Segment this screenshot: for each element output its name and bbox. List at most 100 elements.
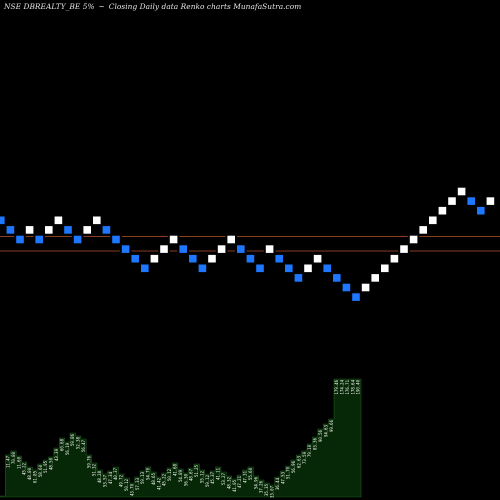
volume-value-label: 56.30 [183, 473, 188, 486]
volume-value-label: 41.42 [156, 477, 161, 490]
volume-value-label: 79.10 [307, 444, 312, 457]
volume-value-label: 48.50 [49, 457, 54, 470]
volume-value-label: 11.47 [5, 455, 10, 468]
renko-brick-down [119, 243, 132, 255]
volume-value-label: 59.86 [70, 433, 75, 446]
renko-brick-down [14, 233, 26, 246]
description-label: Closing Daily data Renko charts MunafaSu… [108, 2, 302, 11]
volume-value-label: 35.35 [264, 483, 269, 496]
renko-brick-up [43, 224, 55, 236]
volume-value-label: 43.39 [54, 448, 59, 461]
volume-value-label: 41.68 [173, 463, 178, 476]
renko-brick-down [110, 233, 122, 246]
renko-brick-down [273, 252, 285, 265]
volume-value-label: 179.46 [334, 379, 339, 394]
volume-value-label: 51.70 [286, 466, 291, 479]
renko-brick-down [475, 204, 487, 217]
renko-brick-down [129, 252, 141, 265]
renko-brick-up [52, 214, 65, 227]
volume-value-label: 36.44 [275, 477, 280, 490]
volume-value-label: 178.64 [350, 379, 355, 394]
renko-brick-down [321, 262, 333, 275]
renko-brick-up [398, 243, 410, 255]
volume-value-label: 56.19 [65, 442, 70, 455]
volume-value-label: 51.25 [194, 464, 199, 477]
volume-value-label: 99.66 [329, 419, 334, 432]
renko-brick-down [33, 233, 46, 246]
volume-value-label: 83.36 [313, 437, 318, 450]
volume-value-label: 45.22 [162, 473, 167, 486]
renko-brick-up [167, 233, 180, 246]
renko-brick-down [350, 291, 362, 303]
renko-brick-down [292, 272, 305, 284]
volume-value-label: 53.57 [102, 474, 107, 487]
renko-brick-up [158, 243, 170, 255]
volume-value-label: 40.37 [113, 467, 118, 480]
volume-value-label: 61.85 [32, 470, 37, 483]
renko-brick-down [4, 224, 17, 236]
volume-value-label: 53.27 [221, 472, 226, 485]
renko-brick-up [407, 233, 420, 246]
volume-value-label: 45.37 [210, 471, 215, 484]
renko-brick-up [427, 214, 439, 227]
volume-value-label: 54.89 [178, 469, 183, 482]
renko-brick-down [244, 252, 257, 265]
volume-value-label: 45.22 [22, 462, 27, 475]
renko-brick-down [465, 195, 477, 207]
renko-brick-up [484, 195, 497, 207]
renko-brick-up [388, 252, 401, 265]
volume-value-label: 59.76 [86, 455, 91, 468]
volume-value-label: 54.70 [146, 467, 151, 480]
volume-value-label: 59.13 [140, 471, 145, 484]
volume-value-label: 60.68 [59, 438, 64, 451]
volume-value-label: 54.96 [253, 476, 258, 489]
renko-brick-up [359, 281, 372, 294]
volume-value-label: 55.12 [199, 470, 204, 483]
volume-value-label: 47.53 [280, 471, 285, 484]
renko-brick-down [283, 262, 295, 275]
volume-value-label: 70.80 [11, 451, 16, 464]
volume-value-label: 48.28 [97, 470, 102, 483]
volume-value-label: 33.07 [269, 485, 274, 498]
volume-value-label: 47.34 [108, 471, 113, 484]
renko-brick-up [23, 224, 36, 236]
volume-value-label: 176.71 [345, 379, 350, 394]
volume-value-label: 50.12 [124, 478, 129, 491]
renko-brick-up [81, 224, 94, 236]
volume-value-label: 48.67 [189, 468, 194, 481]
volume-value-label: 48.80 [27, 467, 32, 480]
volume-value-label: 57.33 [135, 477, 140, 490]
renko-brick-up [436, 204, 449, 217]
volume-value-label: 37.26 [259, 480, 264, 493]
volume-value-label: 49.72 [119, 474, 124, 487]
renko-brick-down [254, 262, 266, 275]
renko-brick-up [263, 243, 276, 255]
chart-caption: NSE DBREALTY_BE 5% ~ Closing Daily data Re… [4, 2, 305, 11]
volume-value-label: 50.12 [167, 468, 172, 481]
volume-layer: 11.47 70.80 11.60 45.22 48.80 61.85 58.60 51.95… [0, 378, 362, 498]
volume-value-label: 174.24 [340, 379, 345, 394]
renko-brick-down [340, 281, 353, 294]
volume-value-label: 47.31 [243, 470, 248, 483]
renko-brick-down [139, 262, 151, 275]
volume-value-label: 47.21 [237, 475, 242, 488]
volume-value-label: 41.11 [216, 467, 221, 480]
volume-area [0, 378, 362, 498]
volume-value-label: 51.32 [92, 463, 97, 476]
renko-brick-down [331, 272, 343, 284]
renko-brick-up [215, 243, 228, 255]
renko-brick-down [71, 233, 84, 246]
symbol-label: NSE DBREALTY_BE 5% [4, 2, 95, 11]
volume-value-label: 90.56 [318, 429, 323, 442]
separator-label: ~ [98, 2, 105, 11]
volume-value-label: 59.12 [205, 474, 210, 487]
renko-brick-up [148, 252, 161, 265]
renko-brick-up [206, 252, 218, 265]
renko-brick-up [91, 214, 103, 227]
volume-value-label: 55.60 [248, 467, 253, 480]
renko-brick-down [187, 252, 199, 265]
volume-value-label: 73.59 [302, 451, 307, 464]
volume-value-label: 56.96 [291, 460, 296, 473]
renko-brick-up [225, 233, 237, 246]
